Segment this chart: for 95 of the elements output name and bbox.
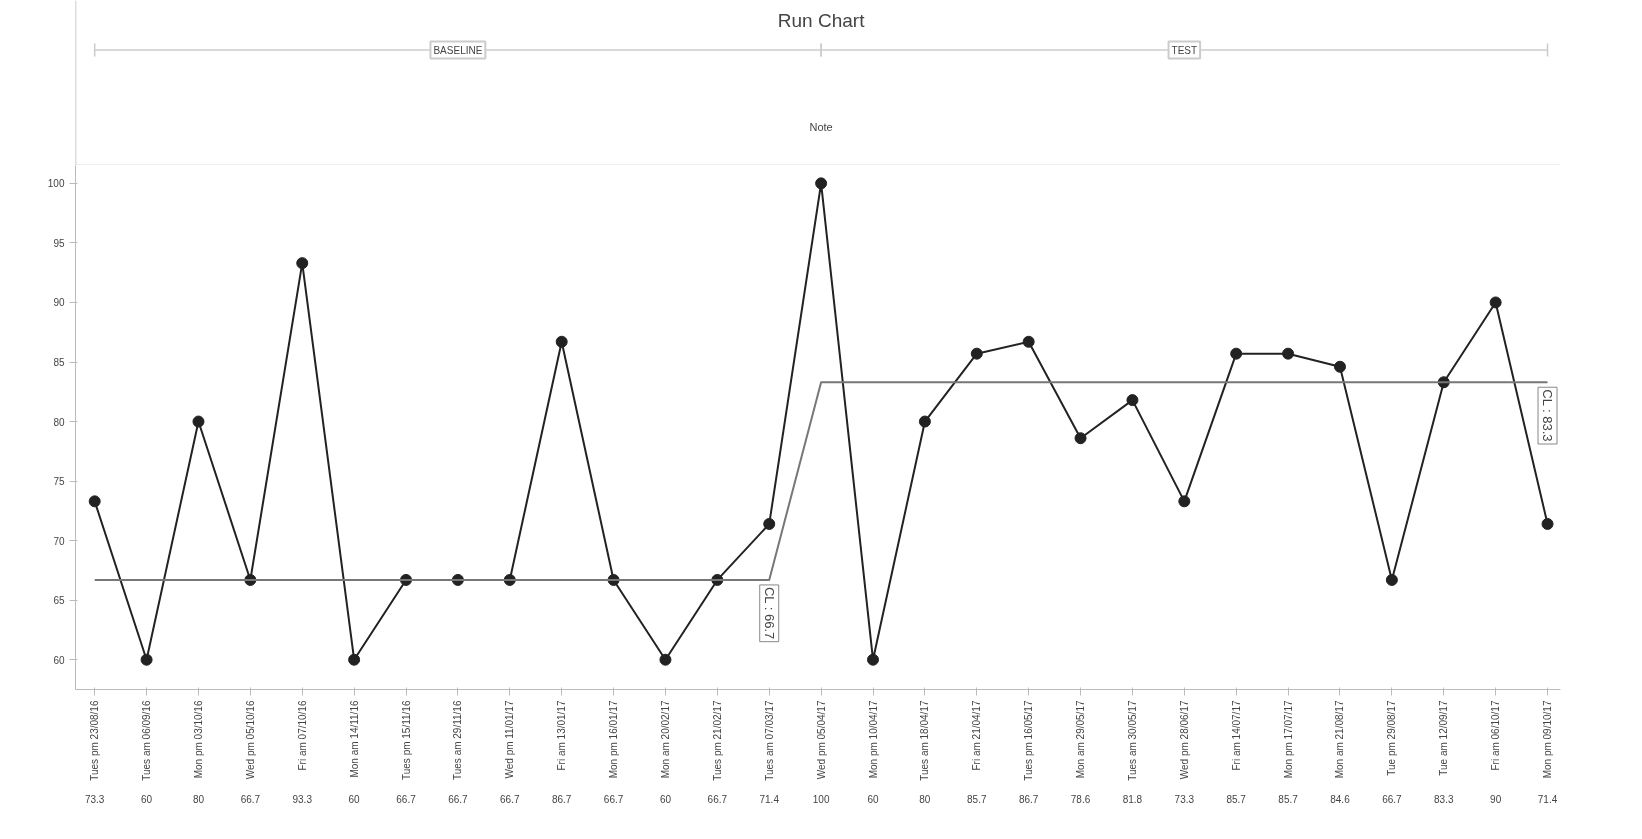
x-tick-label: Fri am 13/01/17 [556, 700, 568, 771]
x-tick-label: Tues pm 21/02/17 [711, 700, 723, 781]
text: Note [809, 120, 833, 133]
x-tick-label: Mon am 29/05/17 [1075, 700, 1087, 779]
y-tick-label: 90 [53, 297, 65, 309]
point [1489, 296, 1502, 309]
data-label: CL : 66.7 [761, 586, 777, 640]
x-tick-label: Mon am 20/02/17 [659, 700, 671, 779]
x-tick-label: Mon pm 17/07/17 [1282, 700, 1294, 779]
x-tick-label: Tue am 12/09/17 [1438, 700, 1450, 776]
data-label: 60 [348, 793, 361, 805]
point [867, 653, 879, 666]
x-tick-label: Wed pm 05/04/17 [815, 700, 827, 780]
x-tick-label: Fri am 14/07/17 [1230, 700, 1242, 771]
point [1126, 394, 1139, 407]
x-tick-label: Tue pm 29/08/17 [1386, 700, 1398, 776]
data-label: 66.7 [603, 793, 624, 805]
data-label: 71.4 [1537, 793, 1558, 805]
chart-title: Run Chart [777, 9, 866, 31]
text: TEST [1171, 44, 1198, 56]
data-label: 83.3 [1434, 793, 1454, 805]
point [659, 653, 672, 666]
point [348, 653, 361, 666]
point [815, 177, 828, 190]
point [1178, 495, 1191, 508]
data-label: 80 [192, 793, 205, 805]
data-label: 86.7 [551, 793, 572, 805]
data-label: 73.3 [84, 793, 105, 805]
x-tick-label: Tues am 29/11/16 [452, 700, 464, 780]
point [1541, 517, 1554, 530]
data-label: 66.7 [707, 793, 728, 805]
x-tick-label: Tues am 18/04/17 [919, 700, 931, 781]
data-label: 93.3 [292, 793, 313, 805]
data-label: 86.7 [1018, 793, 1039, 805]
point [1333, 360, 1346, 373]
y-tick-label: 95 [53, 237, 65, 249]
point [763, 517, 776, 530]
point [296, 257, 309, 270]
point [88, 495, 101, 508]
x-tick-label: Mon pm 09/10/17 [1542, 700, 1554, 779]
y-tick-label: 100 [47, 178, 65, 190]
point [192, 415, 205, 428]
point [1385, 573, 1398, 586]
data-label: 100 [812, 793, 830, 805]
data-label: 81.8 [1122, 793, 1143, 805]
data-label: 73.3 [1174, 793, 1195, 805]
x-tick-label: Mon am 14/11/16 [348, 700, 360, 778]
data-label: 66.7 [448, 793, 469, 805]
point [1022, 335, 1035, 348]
x-tick-label: Mon pm 10/04/17 [867, 700, 879, 779]
data-label: CL : 83.3 [1540, 389, 1556, 442]
data-label: 85.7 [1226, 793, 1247, 805]
x-tick-label: Mon pm 03/10/16 [192, 700, 204, 779]
x-tick-label: Fri am 06/10/17 [1490, 700, 1502, 771]
point [1074, 432, 1087, 445]
data-label: 90 [1490, 793, 1502, 805]
point [918, 415, 931, 428]
point [1282, 347, 1295, 360]
data-label: 66.7 [240, 793, 261, 805]
x-tick-label: Tues am 06/09/16 [141, 700, 153, 781]
y-tick-label: 80 [53, 416, 65, 428]
data-label: 66.7 [500, 793, 520, 805]
point [555, 335, 568, 348]
x-tick-label: Mon pm 16/01/17 [608, 700, 620, 779]
point [140, 653, 153, 666]
x-tick-label: Fri am 07/10/16 [296, 700, 308, 771]
y-tick-label: 65 [53, 595, 65, 607]
x-tick-label: Tues pm 23/08/16 [89, 700, 101, 781]
x-tick-label: Tues pm 15/11/16 [400, 700, 412, 780]
data-label: 66.7 [396, 793, 417, 805]
y-tick-label: 60 [53, 654, 65, 666]
y-tick-label: 70 [53, 535, 65, 547]
y-tick-label: 85 [53, 357, 65, 368]
y-tick-label: 75 [53, 476, 65, 488]
x-tick-label: Wed pm 11/01/17 [504, 700, 516, 779]
data-label: 60 [659, 793, 672, 805]
point [970, 347, 983, 360]
x-tick-label: Fri am 21/04/17 [971, 700, 983, 771]
x-tick-label: Tues pm 16/05/17 [1023, 700, 1035, 781]
x-tick-label: Mon am 21/08/17 [1334, 700, 1346, 779]
data-label: 71.4 [759, 793, 780, 805]
x-tick-label: Wed pm 05/10/16 [244, 700, 256, 780]
data-label: 85.7 [967, 793, 987, 805]
data-label: 66.7 [1382, 793, 1403, 805]
data-label: 84.6 [1330, 793, 1351, 805]
data-label: 85.7 [1278, 793, 1299, 805]
text: BASELINE [433, 44, 483, 56]
x-tick-label: Wed pm 28/06/17 [1178, 700, 1190, 780]
data-label: 60 [141, 793, 153, 805]
x-tick-label: Tues am 07/03/17 [763, 700, 775, 781]
point [1230, 347, 1243, 360]
data-label: 60 [867, 793, 879, 805]
data-label: 78.6 [1070, 793, 1091, 805]
x-tick-label: Tues am 30/05/17 [1126, 700, 1138, 781]
data-label: 80 [919, 793, 931, 805]
